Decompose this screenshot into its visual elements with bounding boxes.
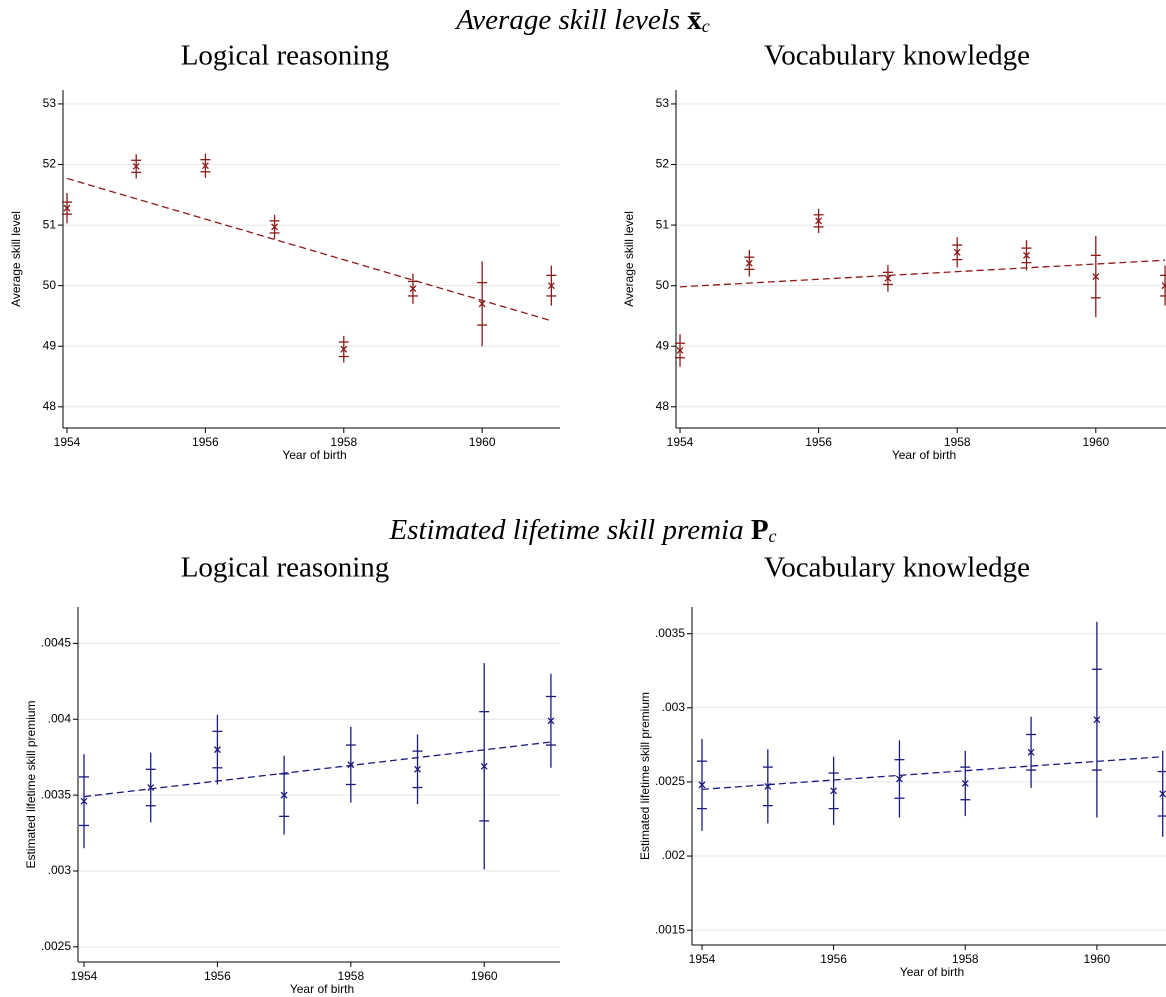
y-tick-label: .003 (48, 863, 72, 877)
point (745, 259, 753, 267)
point (414, 765, 421, 773)
point (1027, 748, 1035, 756)
x-tick-label: 1958 (944, 435, 971, 449)
y-tick-label: .004 (48, 711, 72, 725)
fit-line (83, 741, 552, 798)
y-tick-label: 51 (656, 217, 670, 231)
section-subscript: c (702, 16, 710, 36)
section-title: Estimated lifetime skill premia Pc (388, 514, 776, 546)
point (884, 274, 892, 282)
x-tick-label: 1958 (337, 969, 364, 983)
point (63, 204, 71, 212)
section-title: Average skill levels x̄c (454, 4, 710, 36)
y-tick-label: 49 (656, 338, 670, 352)
x-tick-label: 1958 (330, 435, 357, 449)
point (547, 717, 555, 725)
y-tick-label: 53 (43, 96, 57, 110)
point (1093, 716, 1101, 724)
point (961, 779, 969, 787)
x-tick-label: 1954 (689, 952, 716, 966)
section-title-text: Estimated lifetime skill premia (388, 514, 743, 546)
section-symbol: P (751, 514, 769, 546)
y-tick-label: 50 (43, 278, 57, 292)
x-tick-label: 1960 (1084, 952, 1111, 966)
y-axis-label: Estimated lifetime skill premium (638, 692, 652, 860)
point (409, 285, 417, 293)
point (340, 345, 348, 353)
x-tick-label: 1954 (667, 435, 694, 449)
point (1092, 273, 1100, 281)
point (547, 282, 555, 290)
chart-title: Vocabulary knowledge (764, 552, 1030, 584)
fit-line (701, 756, 1163, 790)
x-tick-label: 1956 (204, 969, 231, 983)
x-axis-label: Year of birth (290, 982, 354, 996)
chart-title: Logical reasoning (181, 552, 390, 584)
y-tick-label: .0035 (655, 626, 685, 640)
y-axis-label: Estimated lifetime skill premium (24, 700, 38, 868)
point (271, 223, 279, 231)
y-tick-label: 48 (43, 399, 57, 413)
y-tick-label: .0015 (655, 922, 685, 936)
point (480, 762, 488, 770)
y-axis-label: Average skill level (622, 211, 636, 307)
point (478, 300, 486, 308)
section-symbol: x̄ (687, 4, 702, 36)
point (698, 781, 706, 789)
point (815, 217, 823, 225)
x-tick-label: 1956 (805, 435, 832, 449)
point (201, 162, 209, 170)
x-tick-label: 1958 (952, 952, 979, 966)
y-tick-label: .0045 (41, 636, 71, 650)
point (132, 162, 140, 170)
y-tick-label: 52 (656, 157, 670, 171)
point (1161, 282, 1166, 290)
x-axis-label: Year of birth (282, 448, 346, 462)
point (80, 797, 88, 805)
y-tick-label: 52 (43, 157, 57, 171)
y-tick-label: 53 (656, 96, 670, 110)
fit-line (66, 177, 552, 322)
x-axis-label: Year of birth (892, 448, 956, 462)
y-tick-label: .0035 (41, 787, 71, 801)
x-tick-label: 1960 (471, 969, 498, 983)
x-tick-label: 1954 (71, 969, 98, 983)
section-subscript: c (769, 526, 777, 546)
x-tick-label: 1956 (820, 952, 847, 966)
point (213, 746, 221, 754)
x-tick-label: 1960 (1082, 435, 1109, 449)
y-tick-label: .002 (662, 848, 686, 862)
point (676, 347, 684, 354)
x-tick-label: 1956 (192, 435, 219, 449)
point (895, 775, 903, 783)
y-axis-label: Average skill level (9, 211, 23, 307)
fit-line (679, 259, 1166, 288)
y-tick-label: .0025 (655, 774, 685, 788)
y-tick-label: 50 (656, 278, 670, 292)
point (830, 787, 838, 795)
point (280, 791, 288, 799)
y-tick-label: 51 (43, 217, 57, 231)
y-tick-label: .0025 (41, 939, 71, 953)
point (147, 784, 155, 791)
section-title-text: Average skill levels (454, 4, 680, 36)
point (1023, 251, 1030, 259)
x-tick-label: 1960 (469, 435, 496, 449)
y-tick-label: .003 (662, 700, 686, 714)
x-tick-label: 1954 (54, 435, 81, 449)
x-axis-label: Year of birth (900, 965, 964, 979)
y-tick-label: 48 (656, 399, 670, 413)
y-tick-label: 49 (43, 338, 57, 352)
point (1159, 790, 1166, 798)
chart-title: Vocabulary knowledge (764, 40, 1030, 72)
chart-title: Logical reasoning (181, 40, 390, 72)
point (953, 248, 961, 256)
